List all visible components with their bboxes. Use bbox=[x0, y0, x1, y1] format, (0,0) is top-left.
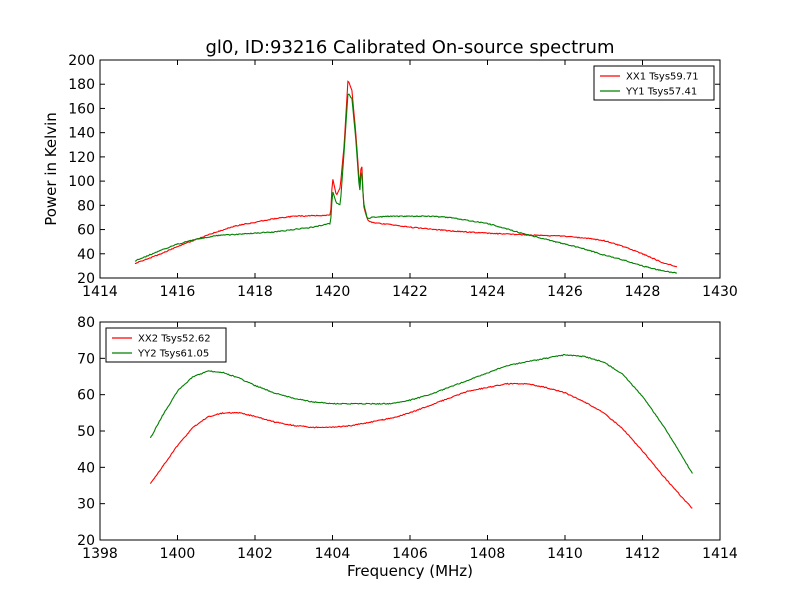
series-line-1 bbox=[149, 382, 693, 509]
series-line-2 bbox=[149, 354, 693, 474]
y-tick-label: 30 bbox=[77, 497, 95, 513]
y-tick-label: 100 bbox=[68, 174, 95, 190]
x-tick-label: 1410 bbox=[547, 546, 583, 562]
x-tick-label: 1426 bbox=[547, 284, 583, 300]
y-tick-label: 50 bbox=[77, 424, 95, 440]
legend-box bbox=[105, 327, 227, 363]
y-tick-label: 40 bbox=[77, 460, 95, 476]
x-tick-label: 1412 bbox=[625, 546, 661, 562]
chart-title: gl0, ID:93216 Calibrated On-source spect… bbox=[205, 37, 614, 58]
y-tick-label: 180 bbox=[68, 77, 95, 93]
x-tick-label: 1402 bbox=[237, 546, 273, 562]
x-tick-label: 1418 bbox=[237, 284, 273, 300]
y-axis-label: Power in Kelvin bbox=[42, 112, 60, 226]
plot-panel-top: 1414 1416 1418 1420 1422 1424 1426 1428 1430 20 40… bbox=[68, 53, 738, 300]
x-tick-label: 1398 bbox=[82, 546, 118, 562]
legend-label: XX1 Tsys59.71 bbox=[626, 72, 699, 83]
y-tick-label: 40 bbox=[77, 247, 95, 263]
legend-label: XX2 Tsys52.62 bbox=[138, 334, 211, 345]
legend-label: YY1 Tsys57.41 bbox=[625, 87, 697, 98]
x-tick-label: 1414 bbox=[702, 546, 738, 562]
x-tick-label: 1408 bbox=[470, 546, 506, 562]
y-tick-label: 120 bbox=[68, 150, 95, 166]
x-tick-label: 1404 bbox=[315, 546, 351, 562]
x-tick-label: 1428 bbox=[625, 284, 661, 300]
y-tick-label: 80 bbox=[77, 315, 95, 331]
y-tick-label: 60 bbox=[77, 388, 95, 404]
y-tick-label: 20 bbox=[77, 533, 95, 549]
series-line-1 bbox=[134, 80, 677, 268]
x-tick-label: 1400 bbox=[160, 546, 196, 562]
y-tick-label: 60 bbox=[77, 223, 95, 239]
x-tick-label: 1414 bbox=[82, 284, 118, 300]
y-tick-label: 80 bbox=[77, 198, 95, 214]
legend-label: YY2 Tsys61.05 bbox=[137, 349, 209, 360]
plot-panel-bottom: 1398 1400 1402 1404 1406 1408 1410 1412 1414 20 30… bbox=[77, 315, 738, 562]
y-tick-label: 20 bbox=[77, 271, 95, 287]
x-tick-label: 1424 bbox=[470, 284, 506, 300]
series-line-2 bbox=[134, 93, 677, 274]
legend-box bbox=[593, 65, 715, 101]
y-tick-label: 70 bbox=[77, 351, 95, 367]
x-axis-label: Frequency (MHz) bbox=[347, 562, 473, 580]
y-tick-label: 140 bbox=[68, 126, 95, 142]
y-tick-label: 160 bbox=[68, 101, 95, 117]
x-tick-label: 1430 bbox=[702, 284, 738, 300]
x-tick-label: 1422 bbox=[392, 284, 428, 300]
x-tick-label: 1406 bbox=[392, 546, 428, 562]
y-tick-label: 200 bbox=[68, 53, 95, 69]
x-tick-label: 1416 bbox=[160, 284, 196, 300]
x-tick-label: 1420 bbox=[315, 284, 351, 300]
